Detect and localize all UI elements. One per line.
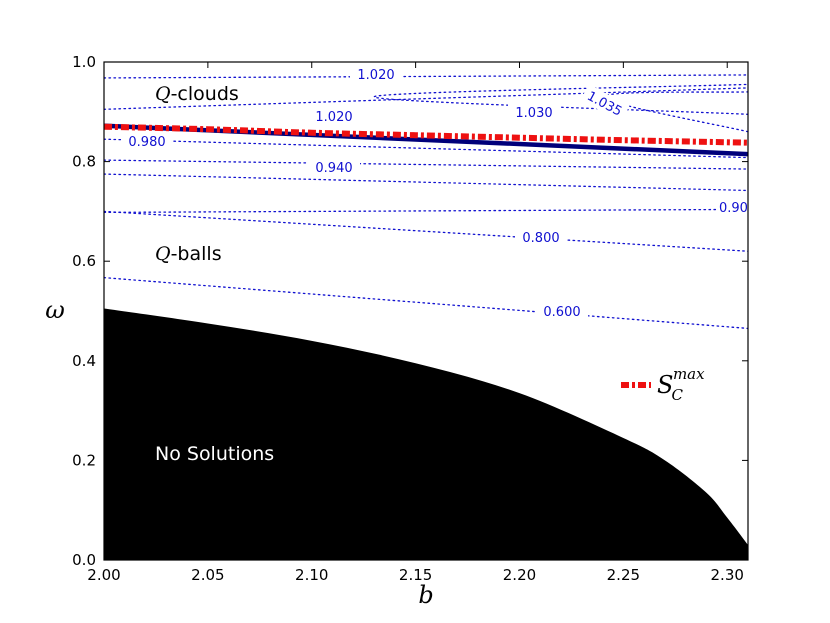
x-tick-label: 2.25 (607, 566, 640, 584)
contour-line (104, 138, 748, 159)
y-tick-label: 0.2 (72, 451, 96, 469)
annotation-no-solutions: No Solutions (155, 443, 274, 465)
svg-text:1.030: 1.030 (515, 106, 552, 121)
contour-label-0940: 0.940 (308, 159, 360, 176)
contour-label-1020-lower: 1.020 (308, 108, 360, 125)
contour-line (104, 276, 748, 330)
axis-ticks: 2.00 2.05 2.10 2.15 2.20 2.25 2.30 0.0 0.2 0.4 0.6… (72, 53, 748, 584)
svg-text:0.800: 0.800 (522, 231, 559, 246)
contour-label-090: 0.90 (716, 199, 748, 216)
contour-line (104, 87, 748, 110)
x-tick-label: 2.20 (503, 566, 536, 584)
x-tick-label: 2.15 (399, 566, 432, 584)
svg-text:1.020: 1.020 (315, 110, 352, 125)
x-axis-title: b (418, 581, 433, 609)
y-tick-label: 0.4 (72, 352, 96, 370)
contour-label-1030: 1.030 (508, 104, 560, 121)
plot-frame (103, 61, 749, 561)
x-tick-label: 2.10 (295, 566, 328, 584)
legend-label-smax: SCmax (657, 365, 705, 404)
x-tick-label: 2.00 (87, 566, 120, 584)
contour-label-0980: 0.980 (121, 133, 173, 150)
y-tick-label: 0.6 (72, 252, 96, 270)
contour-line (104, 208, 748, 214)
contour-line (104, 74, 748, 79)
x-tick-label: 2.05 (191, 566, 224, 584)
contour-labels: 1.020 1.020 1.030 1.035 0.980 0.940 0.90 (121, 66, 748, 320)
svg-text:0.90: 0.90 (719, 201, 748, 216)
svg-text:0.940: 0.940 (315, 161, 352, 176)
contour-line (104, 173, 748, 192)
x-tick-label: 2.30 (711, 566, 744, 584)
contour-line (104, 159, 748, 170)
y-tick-label: 1.0 (72, 53, 96, 71)
y-tick-label: 0.8 (72, 153, 96, 171)
svg-text:0.600: 0.600 (543, 305, 580, 320)
y-axis-title: ω (45, 296, 65, 324)
contour-lines (104, 74, 748, 330)
series-line-smax (104, 123, 748, 146)
svg-text:1.020: 1.020 (357, 68, 394, 83)
contour-line (373, 83, 748, 115)
annotation-q-clouds: Q-clouds (155, 83, 239, 105)
legend: SCmax (621, 365, 705, 404)
contour-label-0600: 0.600 (536, 303, 588, 320)
contour-label-1035: 1.035 (580, 84, 630, 122)
contour-label-1020-top: 1.020 (350, 66, 402, 83)
contour-label-0800: 0.800 (515, 229, 567, 246)
svg-text:0.980: 0.980 (128, 135, 165, 150)
y-tick-label: 0.0 (72, 551, 96, 569)
no-solution-region (104, 308, 748, 560)
annotation-q-balls: Q-balls (155, 243, 222, 265)
